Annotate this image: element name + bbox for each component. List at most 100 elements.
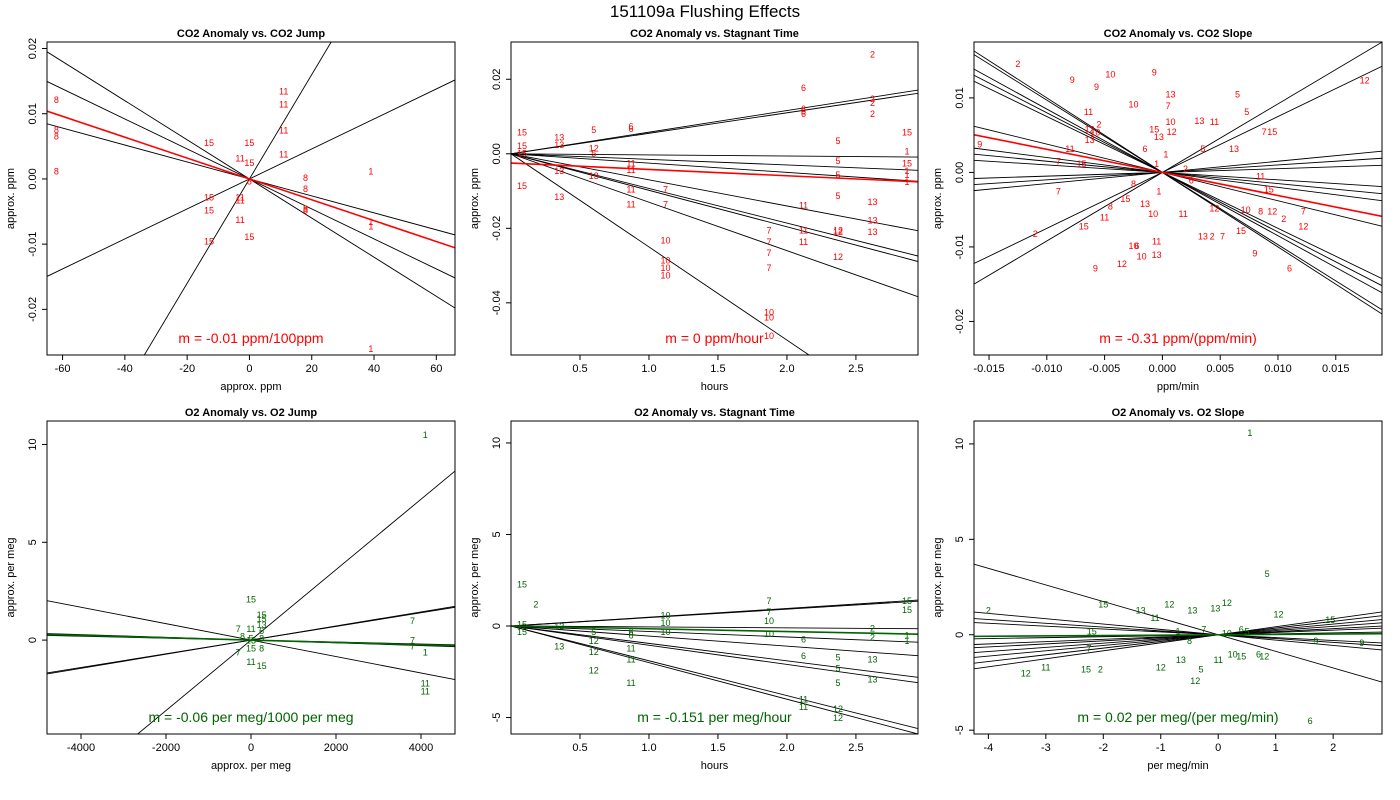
- regression-line: [974, 157, 1382, 186]
- data-point: 7: [1201, 625, 1206, 635]
- data-point: 15: [902, 128, 912, 138]
- data-point: 13: [589, 171, 599, 181]
- y-tick-label: 5: [491, 531, 503, 537]
- y-tick-label: 10: [27, 438, 39, 450]
- plot-area: 1515152131351212126611111110101077101066…: [511, 579, 918, 734]
- x-tick-label: 0.5: [572, 742, 587, 754]
- x-tick-label: -2: [1098, 742, 1108, 754]
- panel-title: O2 Anomaly vs. Stagnant Time: [634, 407, 795, 419]
- data-point: 1: [904, 177, 909, 187]
- data-point: 12: [589, 665, 599, 675]
- y-tick-label: 10: [491, 437, 503, 449]
- x-axis-label: hours: [701, 381, 729, 393]
- data-point: 1: [1163, 149, 1168, 159]
- data-point: 1: [1247, 428, 1252, 438]
- data-point: 13: [1140, 199, 1150, 209]
- data-point: 12: [1190, 676, 1200, 686]
- data-point: 13: [867, 227, 877, 237]
- data-point: 12: [1167, 127, 1177, 137]
- overall-fit-line: [974, 632, 1382, 638]
- y-tick-label: -0.01: [27, 232, 39, 257]
- x-tick-label: -1: [1156, 742, 1166, 754]
- regression-line: [974, 80, 1382, 280]
- data-point: 2: [870, 109, 875, 119]
- data-point: 7: [1056, 157, 1061, 167]
- slope-annotation: m = -0.151 per meg/hour: [637, 709, 792, 725]
- data-point: 15: [257, 661, 267, 671]
- panel-title: O2 Anomaly vs. O2 Slope: [1112, 407, 1245, 419]
- data-point: 2: [1033, 229, 1038, 239]
- data-point: 1: [904, 166, 909, 176]
- data-point: 7: [1056, 187, 1061, 197]
- data-point: 7: [663, 200, 668, 210]
- data-point: 12: [833, 227, 843, 237]
- data-point: 10: [661, 236, 671, 246]
- y-tick-label: 0.00: [954, 162, 966, 183]
- x-axis-label: hours: [701, 760, 729, 772]
- regression-line: [974, 74, 1382, 287]
- data-point: 8: [54, 131, 59, 141]
- x-tick-label: 2000: [324, 742, 348, 754]
- data-point: 15: [246, 595, 256, 605]
- y-tick-label: -5: [954, 725, 966, 735]
- data-point: 11: [1041, 663, 1050, 673]
- plot-area: 2927791115151112101329101015913710121361…: [974, 42, 1382, 315]
- data-point: 13: [1154, 132, 1164, 142]
- plot-frame: [46, 41, 456, 356]
- data-point: 9: [977, 140, 982, 150]
- data-point: 2: [870, 98, 875, 108]
- data-point: 10: [1222, 628, 1232, 638]
- regression-line: [974, 563, 1382, 683]
- x-tick-label: 2.0: [779, 363, 794, 375]
- data-point: 1: [368, 344, 373, 354]
- data-point: 15: [902, 605, 912, 615]
- data-point: 13: [1165, 90, 1175, 100]
- data-point: 1: [368, 167, 373, 177]
- data-point: 11: [279, 99, 288, 109]
- data-point: 7: [1220, 231, 1225, 241]
- data-point: 2: [1098, 665, 1103, 675]
- data-point: 13: [257, 620, 267, 630]
- panel-6: O2 Anomaly vs. O2 Slope per meg/min approx…: [932, 407, 1383, 772]
- data-point: 10: [764, 312, 774, 322]
- data-point: 11: [279, 150, 288, 160]
- panel-title: CO2 Anomaly vs. Stagnant Time: [630, 28, 799, 40]
- data-point: 13: [554, 642, 564, 652]
- data-point: 9: [1152, 67, 1157, 77]
- data-point: 11: [235, 195, 244, 205]
- data-point: 5: [1265, 569, 1270, 579]
- x-tick-label: 20: [306, 363, 318, 375]
- data-point: 13: [1152, 250, 1162, 260]
- slope-annotation: m = 0 ppm/hour: [665, 330, 764, 346]
- plot-frame: [973, 41, 1383, 356]
- data-point: 13: [1210, 604, 1220, 614]
- data-point: 15: [517, 141, 527, 151]
- data-point: 9: [1094, 82, 1099, 92]
- data-point: 6: [1256, 649, 1261, 659]
- x-tick-label: 60: [430, 363, 442, 375]
- panel-title: O2 Anomaly vs. O2 Jump: [185, 407, 318, 419]
- data-point: 1: [1175, 626, 1180, 636]
- regression-line: [974, 147, 1382, 202]
- data-point: 7: [1301, 207, 1306, 217]
- regression-line: [511, 153, 918, 257]
- y-tick-label: 0: [27, 637, 39, 643]
- regression-line: [974, 619, 1382, 658]
- data-point: 13: [554, 133, 564, 143]
- data-point: 10: [764, 629, 774, 639]
- data-point: 8: [303, 184, 308, 194]
- x-tick-label: -4000: [67, 742, 95, 754]
- x-tick-label: -20: [179, 363, 195, 375]
- data-point: 13: [1136, 605, 1146, 615]
- data-point: 13: [554, 166, 564, 176]
- data-point: 10: [661, 611, 671, 621]
- data-point: 7: [766, 596, 771, 606]
- data-point: 12: [1117, 259, 1127, 269]
- data-point: 15: [246, 643, 256, 653]
- data-point: 5: [591, 125, 596, 135]
- regression-line: [974, 611, 1382, 670]
- x-tick-label: -0.005: [1089, 363, 1120, 375]
- data-point: 11: [279, 126, 288, 136]
